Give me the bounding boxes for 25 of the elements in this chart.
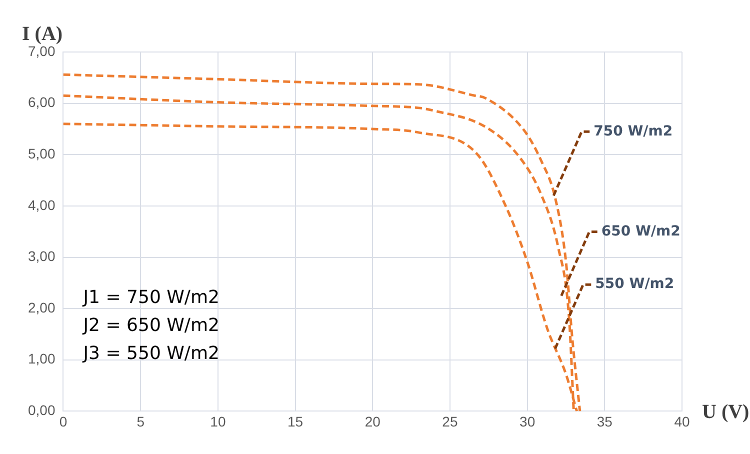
y-tick-label: 1,00 xyxy=(28,350,56,367)
x-tick-label: 40 xyxy=(674,413,690,430)
y-tick-label: 3,00 xyxy=(28,248,56,264)
x-tick-label: 5 xyxy=(136,413,145,430)
x-tick-label: 0 xyxy=(59,413,68,430)
x-tick-label: 20 xyxy=(364,413,381,430)
annotation: 750 W/m2 xyxy=(594,123,673,140)
y-tick-label: 6,00 xyxy=(28,94,56,110)
y-tick-label: 4,00 xyxy=(28,196,56,213)
y-tick-label: 2,00 xyxy=(28,299,56,316)
annotation: J1 = 750 W/m2 xyxy=(82,287,220,308)
y-tick-label: 5,00 xyxy=(28,145,56,162)
y-tick-label: 0,00 xyxy=(28,402,56,418)
annotation: J2 = 650 W/m2 xyxy=(82,315,220,336)
annotation: J3 = 550 W/m2 xyxy=(82,343,220,364)
x-tick-label: 10 xyxy=(210,413,226,430)
x-tick-label: 35 xyxy=(596,413,613,430)
x-axis-title: U (V) xyxy=(702,401,750,424)
y-tick-label: 7,00 xyxy=(28,42,56,59)
x-tick-label: 30 xyxy=(520,413,536,430)
annotation: 650 W/m2 xyxy=(601,223,680,240)
y-axis-title: I (A) xyxy=(22,23,63,45)
x-tick-label: 15 xyxy=(287,413,304,430)
x-tick-label: 25 xyxy=(442,413,458,430)
annotation: 550 W/m2 xyxy=(595,276,674,292)
